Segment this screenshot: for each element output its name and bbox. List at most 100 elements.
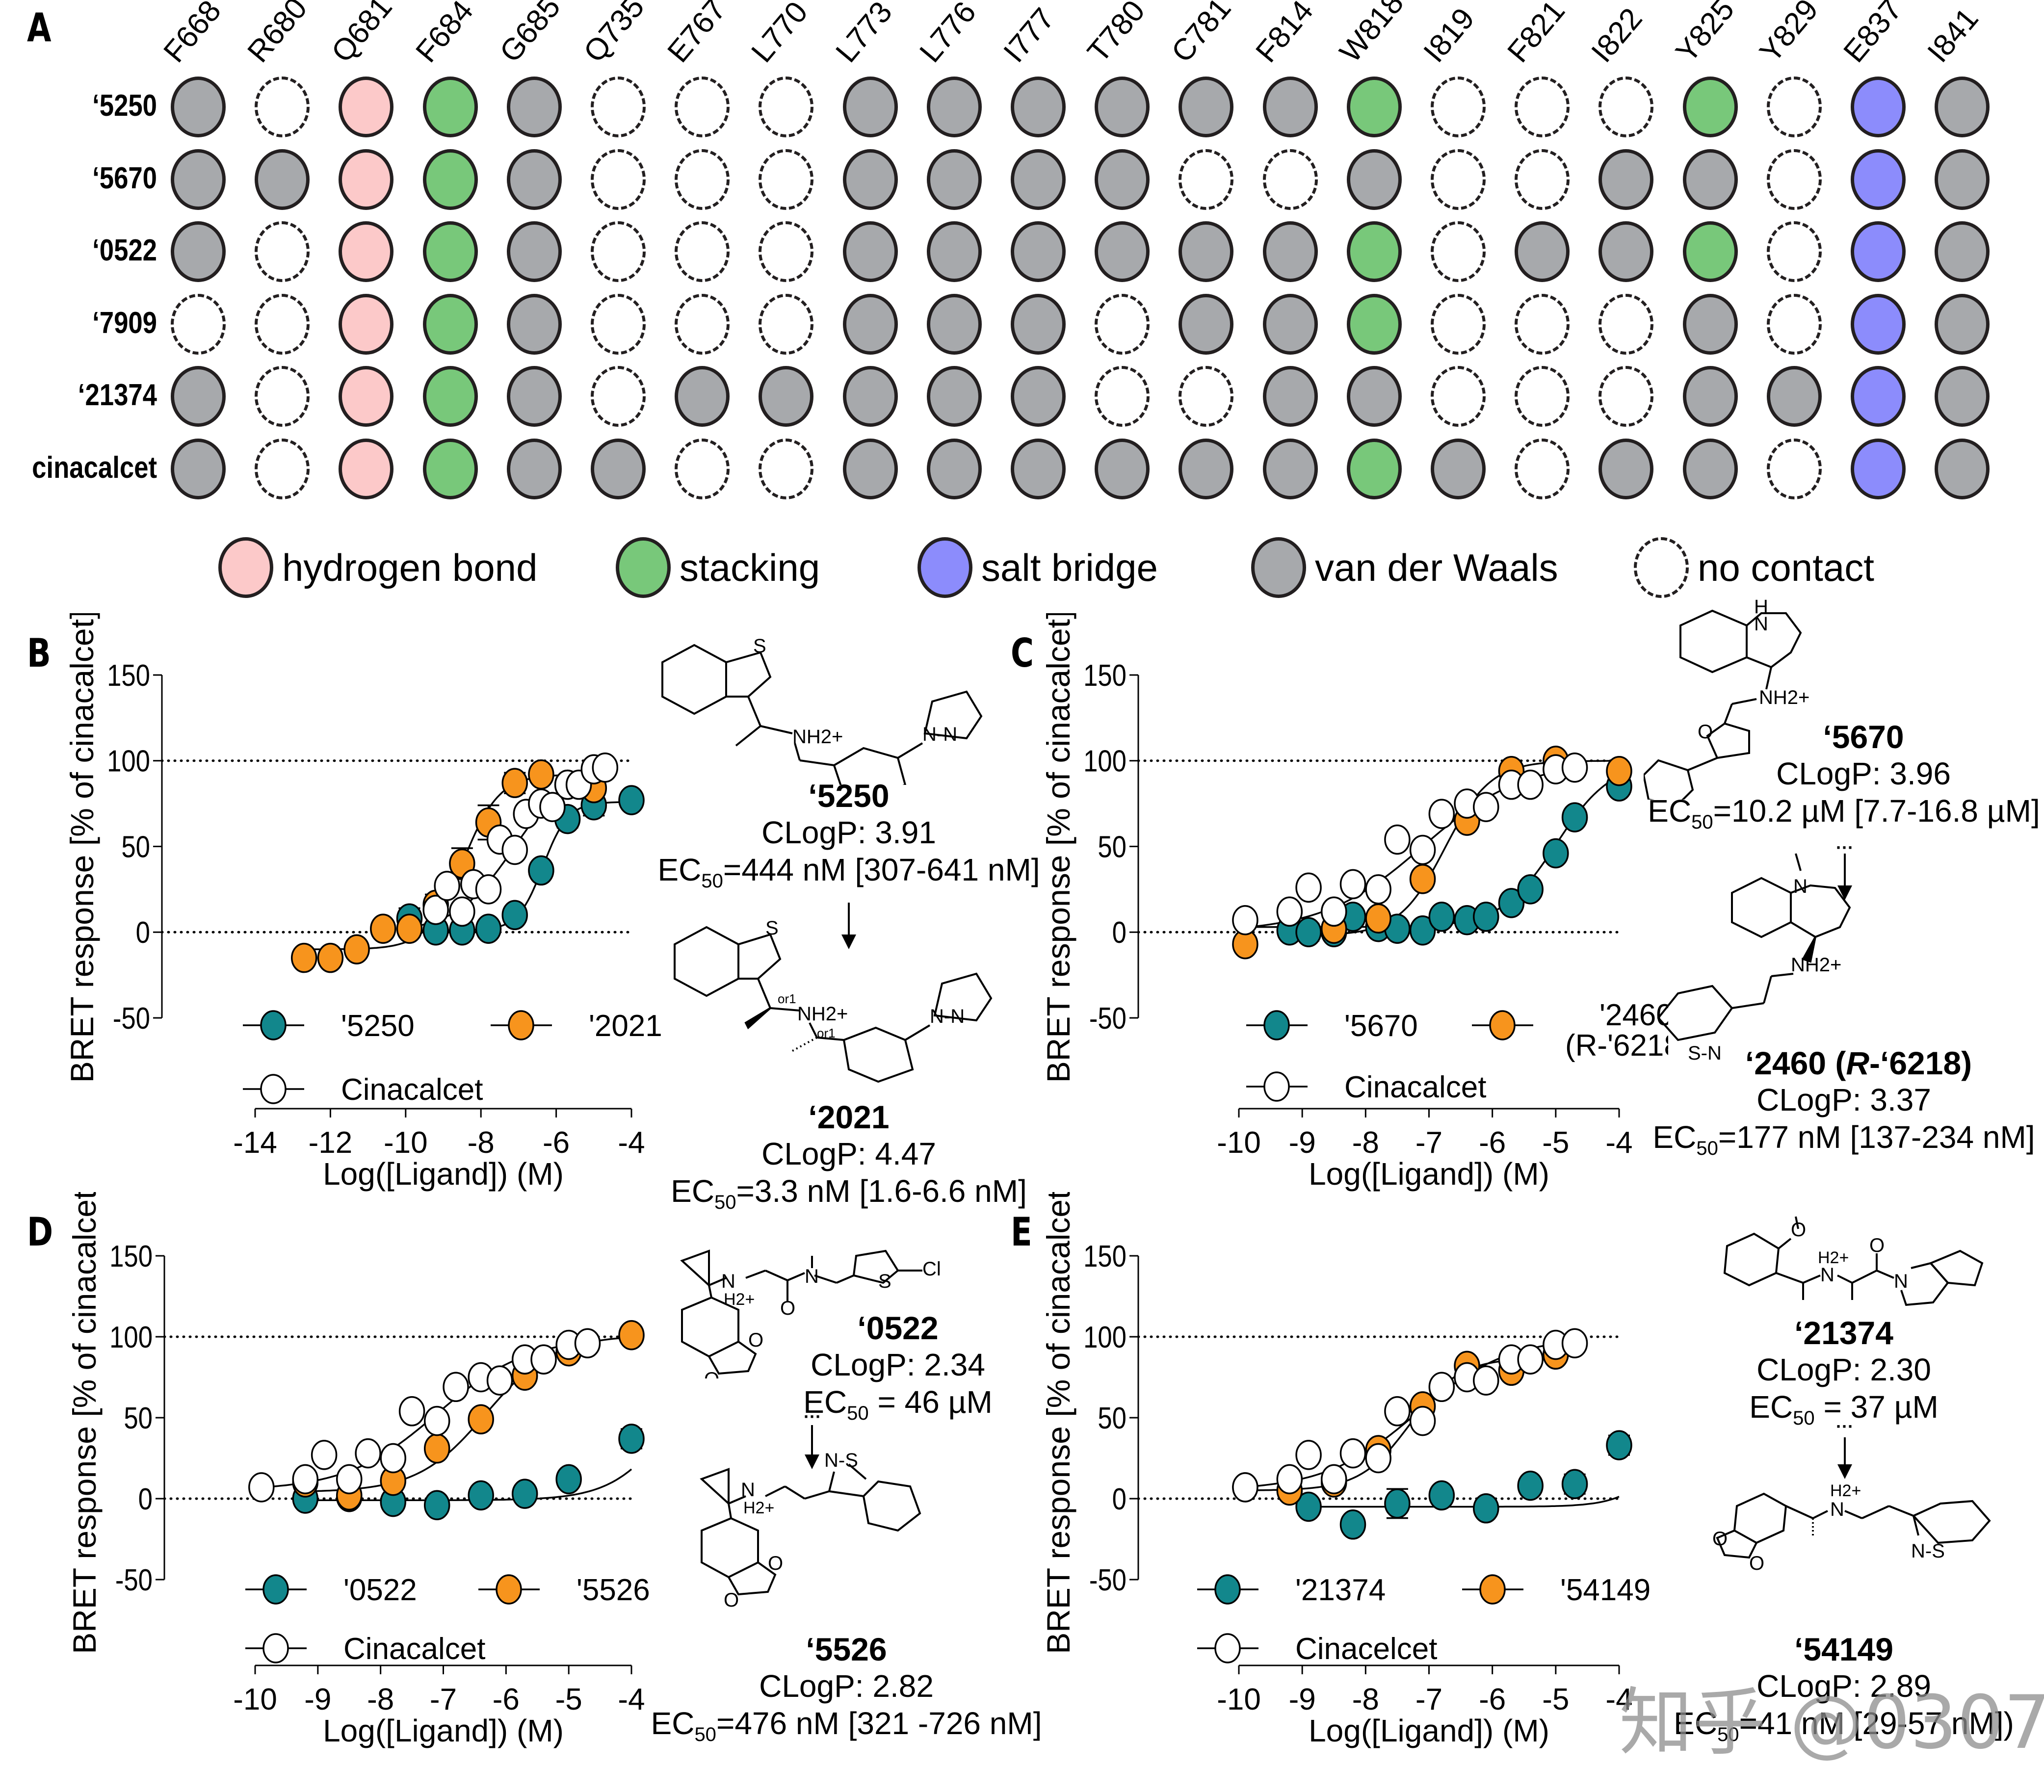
contact-dot xyxy=(1095,439,1150,499)
stereo-label: or1 xyxy=(817,1026,836,1040)
residue-label: Y825 xyxy=(1669,0,1741,69)
ec50-sub: 50 xyxy=(694,1723,716,1745)
contact-dot xyxy=(1935,439,1990,499)
data-point xyxy=(1428,799,1455,829)
panel-a-letter: A xyxy=(27,5,52,51)
watermark: 知乎 @0307 xyxy=(1619,1680,2044,1766)
contact-dot xyxy=(1095,366,1150,427)
contact-dot xyxy=(1179,149,1234,210)
data-point xyxy=(1498,888,1525,918)
atom-n: N xyxy=(1793,876,1808,897)
contact-dot xyxy=(255,293,310,355)
data-point xyxy=(1473,792,1499,822)
y-tick-label: 0 xyxy=(1112,1482,1127,1516)
name-part: ‘2460 ( xyxy=(1745,1045,1846,1081)
contact-dot xyxy=(591,439,646,499)
contact-dot xyxy=(926,293,982,355)
contact-dot xyxy=(1515,77,1570,137)
data-point xyxy=(1473,902,1499,932)
legend-label: Cinacalcet xyxy=(1344,1070,1486,1104)
x-tick-label: -4 xyxy=(1605,1683,1632,1716)
contact-dot xyxy=(1599,366,1654,427)
structure-5670: H N NH2+ O xyxy=(1644,596,1809,800)
contact-dot xyxy=(1011,293,1066,355)
contact-dot xyxy=(339,366,394,427)
legend-item: stacking xyxy=(616,537,820,598)
data-point xyxy=(1232,1472,1258,1503)
x-tick-label: -10 xyxy=(233,1683,277,1716)
contact-dot xyxy=(1262,221,1318,283)
data-point xyxy=(618,1320,645,1350)
ec50: EC50=444 nM [307-641 nM] xyxy=(648,851,1050,900)
compound-name: ‘5670 xyxy=(1823,719,1904,755)
contact-dot xyxy=(339,77,394,137)
data-point xyxy=(475,913,502,944)
contact-dot xyxy=(1599,439,1654,499)
x-tick-label: -8 xyxy=(367,1683,394,1716)
atom-h2: H2+ xyxy=(743,1499,774,1517)
compound-21374-info: ‘21374 CLogP: 2.30 EC50 = 37 µM xyxy=(1644,1315,2044,1437)
ec50-label: EC xyxy=(1674,1706,1718,1741)
legend-marker xyxy=(508,1010,534,1040)
ec50-sub: 50 xyxy=(1793,1407,1815,1429)
legend-swatch xyxy=(218,537,273,598)
compound-54149-info: ‘54149 CLogP: 2.89 EC50=41 nM [29-57 nM]… xyxy=(1644,1631,2044,1753)
compound-row-label: ‘5250 xyxy=(92,89,157,123)
contact-dot xyxy=(171,221,226,283)
clogp: CLogP: 2.82 xyxy=(759,1668,934,1704)
contact-dot xyxy=(1431,77,1486,137)
contact-dot xyxy=(506,293,562,355)
atom-n: N xyxy=(741,1479,755,1501)
structure-2021: S or1 NH2+ or1 N-N xyxy=(674,903,993,1083)
contact-dot xyxy=(1515,221,1570,283)
data-point xyxy=(1365,874,1391,905)
atom-o: O xyxy=(704,1369,719,1378)
svg-text:···: ··· xyxy=(1836,1423,1854,1436)
ec50-label: EC xyxy=(657,852,702,887)
data-point xyxy=(1295,1440,1322,1470)
contact-dot xyxy=(255,221,310,283)
residue-label: I819 xyxy=(1417,1,1481,69)
residue-label: F668 xyxy=(157,0,228,69)
atom-o: O xyxy=(1712,1528,1728,1550)
x-tick-label: -14 xyxy=(233,1126,277,1160)
legend-label: Cinacalcet xyxy=(341,1073,483,1107)
contact-dot xyxy=(1346,149,1402,210)
atom-nh2: NH2+ xyxy=(792,726,843,748)
x-tick-label: -4 xyxy=(618,1126,645,1160)
y-tick-label: 50 xyxy=(124,1402,153,1435)
stereo-label: or1 xyxy=(778,991,796,1006)
y-axis-label: BRET response [% of cinacalcet] xyxy=(1040,1192,1076,1654)
data-point xyxy=(1295,1491,1322,1522)
legend-item: no contact xyxy=(1634,537,1874,598)
contact-dot xyxy=(1431,293,1486,355)
contact-dot xyxy=(506,439,562,499)
atom-h: H xyxy=(1754,596,1768,618)
legend-marker xyxy=(260,1074,287,1104)
atom-o: O xyxy=(768,1553,783,1574)
contact-dot xyxy=(675,439,730,499)
atom-n: N xyxy=(1830,1499,1844,1520)
legend-label: Cinacelcet xyxy=(1295,1632,1437,1666)
contact-dot xyxy=(1179,366,1234,427)
contact-dot xyxy=(926,77,982,137)
compound-row-label: ‘5670 xyxy=(92,161,157,195)
data-point xyxy=(423,1405,450,1436)
legend-marker xyxy=(1214,1574,1241,1605)
legend-label: salt bridge xyxy=(981,545,1158,589)
x-tick-label: -8 xyxy=(1352,1126,1379,1160)
legend-swatch xyxy=(917,537,972,598)
legend-label: hydrogen bond xyxy=(282,545,538,589)
data-point xyxy=(1339,1438,1366,1469)
data-point xyxy=(422,895,449,925)
clogp: CLogP: 2.30 xyxy=(1756,1352,1931,1387)
data-point xyxy=(1232,905,1258,935)
residue-label: Y829 xyxy=(1753,0,1825,69)
compound-row-label: ‘21374 xyxy=(78,378,157,413)
legend-marker xyxy=(496,1574,522,1605)
residue-label: R680 xyxy=(241,0,314,69)
contact-dot xyxy=(171,149,226,210)
y-tick-label: 0 xyxy=(138,1482,153,1516)
x-tick-label: -6 xyxy=(1479,1126,1506,1160)
atom-s: S xyxy=(878,1271,891,1292)
